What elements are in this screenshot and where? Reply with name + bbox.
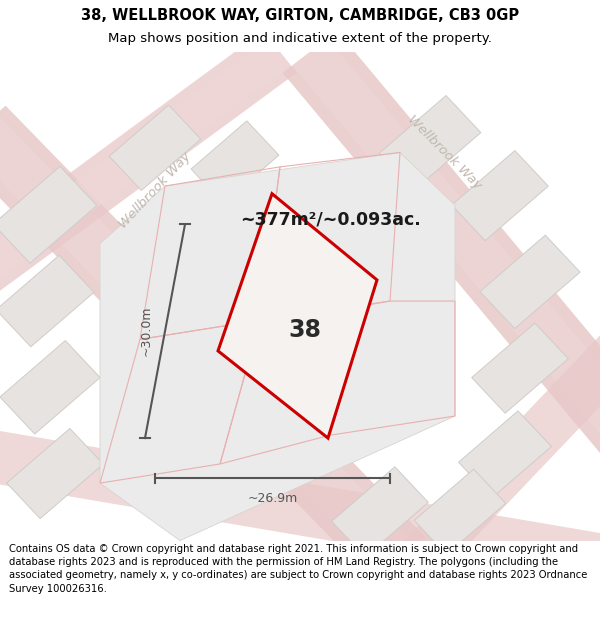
Polygon shape	[458, 411, 551, 498]
Polygon shape	[7, 429, 103, 519]
Polygon shape	[0, 255, 94, 347]
Polygon shape	[401, 323, 600, 576]
Polygon shape	[0, 428, 600, 586]
Text: ~30.0m: ~30.0m	[140, 306, 153, 356]
Polygon shape	[379, 96, 481, 190]
Polygon shape	[283, 31, 600, 456]
Text: 38: 38	[289, 318, 322, 342]
Polygon shape	[480, 235, 580, 329]
Polygon shape	[0, 31, 297, 293]
Polygon shape	[191, 121, 279, 203]
Text: Wellbrook Way: Wellbrook Way	[406, 113, 485, 192]
Text: ~26.9m: ~26.9m	[247, 492, 298, 505]
Polygon shape	[0, 106, 425, 582]
Polygon shape	[100, 152, 455, 541]
Text: 38, WELLBROOK WAY, GIRTON, CAMBRIDGE, CB3 0GP: 38, WELLBROOK WAY, GIRTON, CAMBRIDGE, CB…	[81, 8, 519, 23]
Text: Wellbrook Way: Wellbrook Way	[116, 150, 193, 231]
Polygon shape	[0, 166, 97, 263]
Polygon shape	[472, 323, 568, 413]
Polygon shape	[0, 39, 290, 286]
Polygon shape	[218, 194, 377, 438]
Polygon shape	[332, 467, 428, 557]
Polygon shape	[292, 38, 600, 449]
Polygon shape	[109, 105, 201, 191]
Polygon shape	[0, 114, 416, 574]
Text: ~377m²/~0.093ac.: ~377m²/~0.093ac.	[240, 211, 421, 229]
Polygon shape	[414, 469, 506, 554]
Text: Contains OS data © Crown copyright and database right 2021. This information is : Contains OS data © Crown copyright and d…	[9, 544, 587, 594]
Text: Map shows position and indicative extent of the property.: Map shows position and indicative extent…	[108, 32, 492, 46]
Polygon shape	[452, 151, 548, 241]
Polygon shape	[0, 341, 100, 434]
